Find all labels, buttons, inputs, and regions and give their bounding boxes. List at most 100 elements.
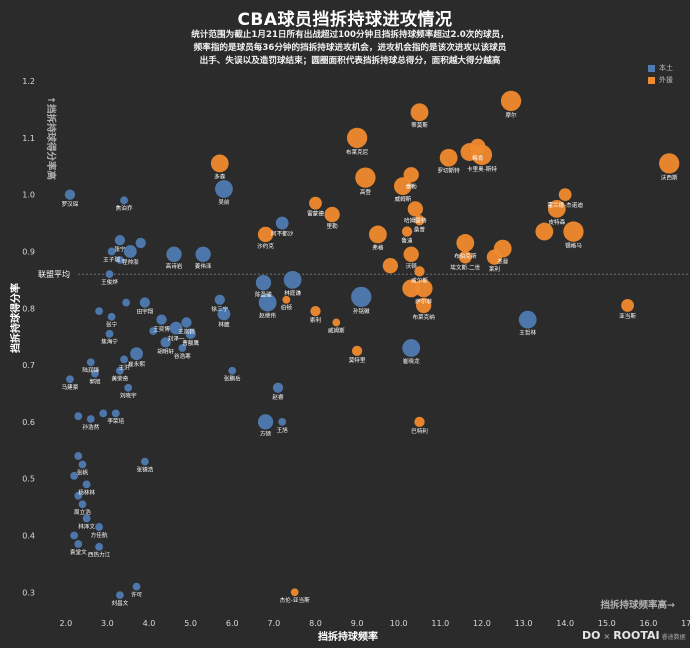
point-label: 梅肯	[472, 154, 484, 162]
foreign-point	[346, 127, 368, 148]
point-label: 孙铭徽	[353, 307, 370, 315]
point-label: 霍兰德-杰诺迪	[547, 201, 583, 209]
foreign-point	[351, 345, 363, 357]
point-label: 罗切斯特	[437, 167, 460, 175]
legend-entry-domestic: 本土	[648, 62, 673, 74]
point-label: 里勒	[327, 222, 339, 230]
point-label: 袁堂文	[70, 548, 87, 556]
domestic-point	[74, 491, 83, 500]
domestic-point	[181, 317, 192, 328]
average-line-label: 联盟平均	[38, 269, 70, 279]
y-tick-label: 0.6	[22, 418, 35, 427]
domestic-point	[255, 275, 272, 291]
foreign-point	[403, 246, 419, 262]
point-label: 王奕博	[153, 325, 170, 333]
x-tick-label: 17.0	[681, 619, 690, 628]
point-label: 高登	[360, 188, 372, 196]
domestic-point	[91, 369, 99, 378]
domestic-point	[107, 312, 116, 321]
foreign-point	[414, 266, 425, 277]
domestic-point	[111, 409, 120, 418]
domestic-point	[86, 415, 95, 423]
point-label: 陆润锋	[82, 366, 99, 374]
domestic-point	[74, 452, 83, 460]
foreign-point	[310, 305, 321, 317]
y-tick-label: 0.5	[22, 475, 35, 484]
domestic-point	[132, 582, 141, 591]
legend: 本土 外援	[648, 62, 673, 86]
domestic-point	[178, 344, 187, 352]
y-tick-label: 0.9	[22, 247, 35, 256]
foreign-point	[414, 215, 425, 226]
point-label: 王子瑞	[103, 255, 120, 263]
foreign-point	[547, 199, 566, 218]
foreign-point	[414, 279, 433, 298]
domestic-point	[140, 457, 149, 466]
x-tick-label: 9.0	[351, 619, 364, 628]
domestic-point	[74, 540, 83, 548]
point-label: 李荣培	[107, 417, 124, 425]
point-label: 张宁	[114, 245, 126, 253]
point-label: 赵睿	[272, 393, 284, 401]
domestic-point	[86, 358, 95, 367]
point-label: 张镇浩	[136, 466, 153, 474]
domestic-point	[70, 531, 79, 540]
y-axis-note: ↑挡拆持球得分率高	[45, 96, 57, 180]
point-label: 埃文斯-二世	[450, 264, 480, 272]
domestic-point	[116, 256, 124, 264]
point-label: 沃顿	[406, 262, 418, 270]
y-tick-label: 0.3	[22, 588, 35, 597]
foreign-point	[401, 226, 413, 237]
domestic-point	[116, 591, 124, 600]
x-axis-label: 挡拆持球频率	[318, 630, 378, 643]
foreign-point	[282, 295, 291, 304]
domestic-point	[114, 234, 126, 246]
x-tick-label: 10.0	[390, 619, 408, 628]
domestic-point	[120, 196, 128, 205]
point-label: 杰曼	[497, 258, 509, 266]
y-tick-label: 0.8	[22, 304, 35, 313]
domestic-point	[275, 216, 289, 230]
subtitle-line-1: 统计范围为截止1月21日所有出战超过100分钟且挡拆持球频率超过2.0次的球员，	[191, 30, 509, 40]
legend-label-foreign: 外援	[659, 76, 673, 84]
point-label: 泰勒	[406, 182, 418, 190]
domestic-point	[82, 480, 91, 489]
point-label: 崔晓龙	[403, 357, 420, 365]
point-label: 陈盈骏	[255, 290, 272, 298]
point-label: 萨尔菲	[415, 297, 432, 305]
point-label: 卡里奥-斯特	[467, 165, 497, 173]
y-tick-label: 1.0	[22, 191, 35, 200]
point-label: 徐三宁	[211, 305, 228, 313]
domestic-point	[135, 237, 146, 249]
subtitle-line-2: 频率指的是球员每36分钟的挡拆持球进攻机会，进攻机会指的是该次进攻以该球员	[193, 43, 507, 53]
foreign-point	[355, 167, 376, 188]
point-label: 林庭谦	[284, 289, 301, 297]
foreign-point	[500, 90, 522, 112]
point-label: 鲁迪	[401, 237, 413, 245]
domestic-point	[105, 270, 114, 279]
domestic-point	[122, 298, 131, 307]
point-label: 王哲林	[519, 329, 536, 337]
point-label: 高诗岩	[166, 262, 183, 270]
foreign-point	[458, 250, 472, 264]
point-label: 崔永熙	[128, 360, 145, 368]
point-label: 周立浩	[74, 508, 91, 516]
point-label: 摩尔	[505, 111, 517, 119]
domestic-point	[257, 414, 274, 430]
foreign-point	[471, 144, 493, 166]
point-label: 张宁	[106, 321, 118, 329]
point-label: 雷蒙德	[307, 210, 324, 218]
domestic-point	[283, 270, 302, 289]
foreign-point	[414, 416, 425, 428]
point-label: 亚当斯	[619, 312, 636, 320]
point-label: 马建豪	[62, 383, 79, 391]
point-label: 焦泊乔	[116, 204, 133, 212]
domestic-point	[518, 310, 537, 329]
domestic-point	[166, 246, 182, 262]
domestic-point	[82, 514, 91, 523]
brand-name: DO	[582, 629, 601, 642]
domestic-point	[195, 246, 211, 262]
foreign-point	[393, 177, 412, 196]
